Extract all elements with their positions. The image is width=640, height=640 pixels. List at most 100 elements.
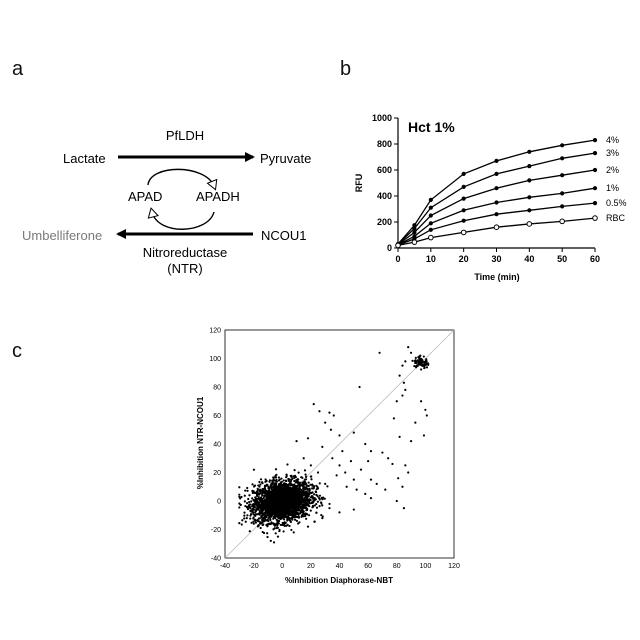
- scatter-point: [288, 525, 290, 527]
- scatter-point: [263, 514, 265, 516]
- scatter-point: [367, 460, 369, 462]
- scatter-point: [296, 479, 298, 481]
- scatter-point: [278, 520, 280, 522]
- scatter-point: [262, 503, 264, 505]
- scatter-point: [267, 495, 269, 497]
- scatter-point: [277, 512, 279, 514]
- scatter-point: [419, 355, 421, 357]
- scatter-point: [338, 464, 340, 466]
- scatter-point: [296, 485, 298, 487]
- scatter-point: [304, 492, 306, 494]
- scatter-point: [261, 490, 263, 492]
- scatter-point: [251, 497, 253, 499]
- scatter-point: [277, 488, 279, 490]
- scatter-point: [303, 457, 305, 459]
- scatter-point: [310, 464, 312, 466]
- scatter-point: [272, 528, 274, 530]
- scatter-point: [291, 501, 293, 503]
- scatter-point: [264, 485, 266, 487]
- scatter-point: [318, 410, 320, 412]
- scatter-point: [301, 494, 303, 496]
- scatter-point: [399, 436, 401, 438]
- scatter-point: [306, 489, 308, 491]
- scatter-point: [261, 516, 263, 518]
- scatter-point: [273, 541, 275, 543]
- scatter-point: [246, 514, 248, 516]
- scatter-point: [420, 368, 422, 370]
- scatter-point: [295, 440, 297, 442]
- scatter-point: [256, 495, 258, 497]
- scatter-x-tick-label: 40: [336, 563, 344, 570]
- scatter-point: [269, 519, 271, 521]
- scatter-point: [281, 481, 283, 483]
- scatter-point: [247, 498, 249, 500]
- scatter-point: [261, 495, 263, 497]
- scatter-point: [300, 476, 302, 478]
- scatter-point: [314, 520, 316, 522]
- scatter-point: [304, 505, 306, 507]
- scatter-point: [258, 504, 260, 506]
- scatter-point: [304, 474, 306, 476]
- scatter-point: [396, 400, 398, 402]
- scatter-y-tick-label: -20: [211, 527, 221, 534]
- scatter-point: [261, 481, 263, 483]
- scatter-point: [294, 519, 296, 521]
- scatter-point: [249, 506, 251, 508]
- scatter-point: [238, 506, 240, 508]
- scatter-point: [249, 517, 251, 519]
- scatter-point: [293, 477, 295, 479]
- scatter-point: [297, 491, 299, 493]
- scatter-point: [370, 479, 372, 481]
- scatter-point: [298, 488, 300, 490]
- scatter-point: [285, 489, 287, 491]
- scatter-point: [307, 526, 309, 528]
- scatter-point: [391, 463, 393, 465]
- scatter-point: [249, 515, 251, 517]
- scatter-point: [259, 483, 261, 485]
- scatter-point: [279, 479, 281, 481]
- scatter-point: [244, 500, 246, 502]
- scatter-point: [287, 505, 289, 507]
- scatter-point: [353, 479, 355, 481]
- scatter-point: [252, 521, 254, 523]
- scatter-point: [316, 486, 318, 488]
- scatter-point: [309, 489, 311, 491]
- scatter-point: [310, 478, 312, 480]
- scatter-point: [285, 479, 287, 481]
- scatter-point: [315, 512, 317, 514]
- scatter-point: [269, 498, 271, 500]
- scatter-y-tick-label: 100: [209, 356, 221, 363]
- scatter-point: [258, 524, 260, 526]
- scatter-point: [290, 480, 292, 482]
- scatter-point: [286, 486, 288, 488]
- scatter-point: [292, 506, 294, 508]
- scatter-point: [317, 471, 319, 473]
- scatter-point: [265, 508, 267, 510]
- scatter-point: [245, 521, 247, 523]
- scatter-point: [306, 499, 308, 501]
- scatter-point: [279, 483, 281, 485]
- scatter-point: [401, 394, 403, 396]
- scatter-point: [252, 517, 254, 519]
- scatter-point: [287, 480, 289, 482]
- scatter-point: [253, 469, 255, 471]
- scatter-point: [303, 500, 305, 502]
- scatter-point: [274, 488, 276, 490]
- scatter-point: [296, 502, 298, 504]
- scatter-point: [297, 516, 299, 518]
- scatter-point: [307, 437, 309, 439]
- scatter-point: [417, 356, 419, 358]
- scatter-point: [265, 501, 267, 503]
- scatter-point: [341, 450, 343, 452]
- scatter-point: [251, 522, 253, 524]
- scatter-point: [381, 451, 383, 453]
- scatter-point: [321, 504, 323, 506]
- scatter-point: [294, 506, 296, 508]
- scatter-point: [247, 507, 249, 509]
- scatter-y-tick-label: 80: [213, 385, 221, 392]
- scatter-point: [284, 525, 286, 527]
- scatter-point: [370, 497, 372, 499]
- scatter-point: [273, 487, 275, 489]
- scatter-point: [326, 485, 328, 487]
- scatter-y-tick-label: 20: [213, 470, 221, 477]
